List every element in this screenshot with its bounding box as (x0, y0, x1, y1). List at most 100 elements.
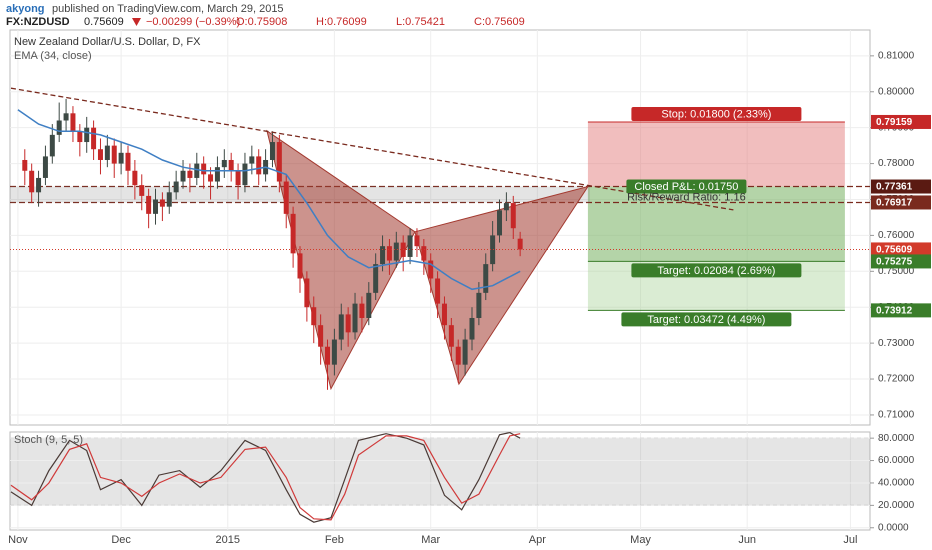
candle-body (201, 163, 207, 175)
price-tag-label: 0.77361 (876, 182, 913, 193)
stoch-line (10, 433, 521, 521)
candle-body (132, 170, 138, 186)
candle-body (435, 278, 441, 304)
ratio-label: Risk/Reward Ratio: 1.16 (627, 191, 746, 203)
stop-zone (587, 121, 845, 187)
price-tag-label: 0.73912 (876, 306, 913, 317)
y-tick-label: 0.72000 (878, 374, 915, 385)
candle-body (146, 195, 152, 214)
target-label-box (631, 263, 802, 278)
candle-body (173, 181, 179, 193)
candle-body (373, 264, 379, 293)
candle-body (276, 142, 282, 182)
candle-body (221, 159, 227, 168)
harmonic-pattern (414, 185, 590, 386)
candle-body (49, 134, 55, 157)
x-tick-label: Nov (8, 534, 28, 546)
candle-body (180, 170, 186, 182)
stoch-line (10, 431, 521, 523)
candle-body (325, 346, 331, 365)
candle-body (104, 145, 110, 160)
candle-body (311, 307, 317, 326)
candle-body (194, 163, 200, 178)
candle-body (91, 127, 97, 150)
candle-body (428, 260, 434, 279)
candle-body (36, 177, 42, 193)
candle-body (187, 170, 193, 178)
candle-body (366, 292, 372, 318)
price-tag-label: 0.76917 (876, 198, 913, 209)
candle-body (118, 152, 124, 164)
candle-body (166, 192, 172, 207)
candle-body (510, 203, 516, 229)
x-tick-label: Jul (843, 534, 857, 546)
chart-title: New Zealand Dollar/U.S. Dollar, D, FX (14, 36, 201, 48)
x-tick-label: Apr (529, 534, 546, 546)
x-tick-label: Feb (325, 534, 344, 546)
y-tick-label: 0.78000 (878, 158, 915, 169)
price-tag (871, 114, 931, 129)
open: O:0.75908 (236, 16, 287, 28)
candle-body (318, 325, 324, 347)
candle-body (462, 339, 468, 365)
candle-body (159, 199, 165, 207)
candle-body (22, 159, 28, 171)
candle-body (331, 339, 337, 365)
candle-body (84, 127, 90, 143)
candle-body (304, 278, 310, 308)
indicator-label: EMA (34, close) (14, 50, 92, 62)
stoch-title: Stoch (9, 5, 5) (14, 434, 83, 446)
y-tick-label: 0.0000 (878, 522, 909, 533)
x-tick-label: Dec (111, 534, 131, 546)
candle-body (469, 317, 475, 340)
price-tag-label: 0.75275 (876, 257, 913, 268)
candle-body (63, 113, 69, 121)
price-tag (871, 195, 931, 210)
low: L:0.75421 (396, 16, 445, 28)
candle-body (208, 174, 214, 182)
y-tick-label: 0.71000 (878, 410, 915, 421)
y-tick-label: 0.76000 (878, 230, 915, 241)
x-tick-label: May (630, 534, 651, 546)
author[interactable]: akyong (6, 3, 45, 15)
candle-body (77, 131, 83, 143)
candle-body (393, 242, 399, 261)
stoch-band (10, 438, 870, 506)
candle-body (256, 156, 262, 175)
stoch-pane (9, 431, 871, 531)
candle-body (153, 199, 159, 214)
change: −0.00299 (−0.39%) (146, 16, 240, 28)
candle-body (455, 346, 461, 365)
candle-body (97, 149, 103, 160)
candle-body (214, 167, 220, 182)
pnl-label: Closed P&L: 0.01750 (634, 181, 738, 193)
candle-body (407, 235, 413, 257)
candle-body (476, 292, 482, 318)
candle-body (483, 264, 489, 293)
candle-body (249, 156, 255, 164)
published: published on TradingView.com, March 29, … (52, 3, 284, 15)
y-tick-label: 60.0000 (878, 455, 915, 466)
candle-body (359, 303, 365, 318)
candle-body (386, 246, 392, 261)
candle-body (380, 246, 386, 265)
candle-body (517, 238, 523, 250)
candle-body (139, 185, 145, 196)
price-tag (871, 242, 931, 257)
y-tick-label: 0.81000 (878, 50, 915, 61)
stop-label: Stop: 0.01800 (2.33%) (661, 108, 771, 120)
candle-body (338, 314, 344, 340)
stop-label-box (631, 106, 802, 121)
symbol: FX:NZDUSD (6, 16, 70, 28)
candle-body (235, 170, 241, 186)
x-tick-label: Mar (421, 534, 440, 546)
y-tick-label: 20.0000 (878, 500, 915, 511)
candle-body (414, 235, 420, 247)
y-tick-label: 80.0000 (878, 433, 915, 444)
high: H:0.76099 (316, 16, 367, 28)
candle-body (42, 156, 48, 178)
price-tag (871, 254, 931, 269)
y-tick-label: 0.80000 (878, 86, 915, 97)
pnl-label-box (626, 179, 747, 194)
